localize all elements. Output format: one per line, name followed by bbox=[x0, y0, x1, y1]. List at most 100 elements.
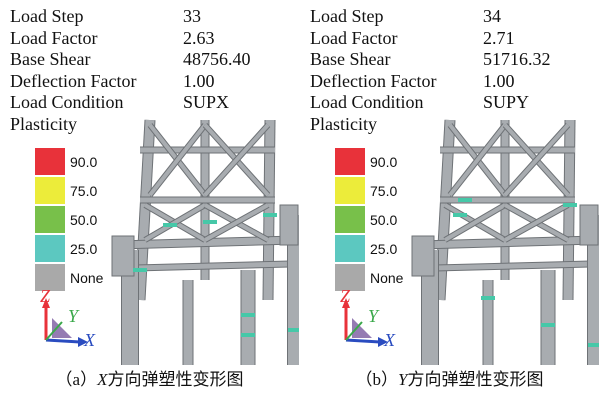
legend-item: 75.0 bbox=[35, 177, 105, 206]
legend-swatch bbox=[335, 235, 365, 262]
coordinate-axes-triad: Z Y X bbox=[36, 286, 106, 352]
axis-y-label: Y bbox=[368, 306, 379, 326]
pile-sleeve bbox=[279, 204, 299, 246]
legend-label: 75.0 bbox=[370, 183, 398, 199]
deflection-factor-label: Deflection Factor bbox=[310, 70, 437, 91]
legend-label: 25.0 bbox=[70, 241, 98, 257]
structure-render-y bbox=[411, 119, 599, 365]
plastic-hinge-mark bbox=[288, 328, 299, 332]
load-step-value: 33 bbox=[183, 6, 201, 26]
legend-item: 50.0 bbox=[335, 206, 405, 235]
legend-item: 75.0 bbox=[335, 177, 405, 206]
load-step-label: Load Step bbox=[10, 6, 84, 26]
axis-z-label: Z bbox=[340, 286, 351, 306]
legend-swatch bbox=[35, 235, 65, 262]
legend-swatch bbox=[335, 177, 365, 204]
legend-label: 75.0 bbox=[70, 183, 98, 199]
caption-prefix: （b） bbox=[355, 370, 399, 389]
horizontal-beam bbox=[134, 261, 291, 271]
legend-item: None bbox=[335, 264, 405, 293]
coordinate-axes-triad: Z Y X bbox=[336, 286, 406, 352]
plastic-hinge-mark bbox=[458, 198, 472, 202]
load-factor-label: Load Factor bbox=[310, 27, 398, 48]
legend-item: 50.0 bbox=[35, 206, 105, 235]
plastic-hinge-mark bbox=[241, 333, 255, 337]
plasticity-label: Plasticity bbox=[310, 114, 377, 134]
axes-arrows-icon bbox=[342, 298, 388, 347]
legend-label: 50.0 bbox=[370, 212, 398, 228]
legend-swatch bbox=[35, 148, 65, 175]
load-condition-value: SUPY bbox=[483, 92, 530, 112]
base-shear-value: 48756.40 bbox=[183, 49, 251, 69]
legend-item: 90.0 bbox=[335, 148, 405, 177]
diagonal-brace bbox=[203, 123, 270, 197]
load-condition-label: Load Condition bbox=[10, 92, 124, 112]
legend-swatch bbox=[335, 148, 365, 175]
diagonal-brace bbox=[204, 203, 269, 242]
structure-render-x bbox=[111, 119, 299, 365]
plasticity-label: Plasticity bbox=[10, 114, 77, 134]
base-shear-value: 51716.32 bbox=[483, 49, 551, 69]
plastic-hinge-mark bbox=[453, 213, 467, 217]
load-condition-label: Load Condition bbox=[310, 92, 424, 112]
pile-sleeve bbox=[111, 235, 135, 277]
panel-x-direction: Load Step 33 Load Factor 2.63 Base Shear 48… bbox=[0, 0, 299, 393]
pile-sleeve bbox=[579, 204, 599, 246]
diagonal-brace bbox=[443, 203, 507, 242]
legend-label: 90.0 bbox=[70, 154, 98, 170]
legend-item: 25.0 bbox=[335, 235, 405, 264]
legend-swatch bbox=[335, 206, 365, 233]
legend-label: None bbox=[370, 270, 404, 286]
diagonal-brace bbox=[504, 203, 569, 242]
caption-axis: Y bbox=[398, 370, 408, 389]
load-step-label: Load Step bbox=[310, 6, 384, 26]
plastic-hinge-mark bbox=[133, 268, 147, 272]
legend-item: 90.0 bbox=[35, 148, 105, 177]
legend-swatch bbox=[35, 177, 65, 204]
plastic-hinge-mark bbox=[588, 343, 599, 347]
axes-arrows-icon bbox=[42, 298, 88, 347]
caption-prefix: （a） bbox=[55, 370, 98, 389]
plastic-hinge-mark bbox=[541, 323, 555, 327]
plastic-hinge-mark bbox=[163, 223, 177, 227]
legend-swatch bbox=[35, 206, 65, 233]
load-factor-value: 2.63 bbox=[183, 27, 215, 48]
diagonal-brace bbox=[148, 123, 207, 197]
base-shear-label: Base Shear bbox=[10, 49, 91, 69]
legend-label: 25.0 bbox=[370, 241, 398, 257]
plastic-hinge-mark bbox=[263, 213, 277, 217]
deflection-factor-value: 1.00 bbox=[183, 70, 215, 91]
load-factor-label: Load Factor bbox=[10, 27, 98, 48]
legend-label: 50.0 bbox=[70, 212, 98, 228]
axis-z-label: Z bbox=[40, 286, 51, 306]
legend-label: 90.0 bbox=[370, 154, 398, 170]
diagonal-brace bbox=[503, 123, 570, 197]
axis-x-label: X bbox=[384, 330, 395, 350]
horizontal-beam bbox=[434, 261, 591, 271]
diagonal-brace bbox=[143, 203, 207, 242]
legend-item: None bbox=[35, 264, 105, 293]
deflection-factor-label: Deflection Factor bbox=[10, 70, 137, 91]
legend-label: None bbox=[70, 270, 104, 286]
caption-text: 方向弹塑性变形图 bbox=[407, 370, 544, 389]
figure-caption-b: （b）Y方向弹塑性变形图 bbox=[300, 365, 599, 390]
panel-y-direction: Load Step 34 Load Factor 2.71 Base Shear 51… bbox=[300, 0, 599, 393]
load-step-value: 34 bbox=[483, 6, 501, 26]
diagonal-brace bbox=[448, 123, 507, 197]
caption-axis: X bbox=[97, 370, 108, 389]
base-shear-label: Base Shear bbox=[310, 49, 391, 69]
caption-text: 方向弹塑性变形图 bbox=[107, 370, 244, 389]
axis-x-label: X bbox=[84, 330, 95, 350]
legend-swatch bbox=[35, 264, 65, 291]
plastic-hinge-mark bbox=[241, 313, 255, 317]
pile-sleeve bbox=[411, 235, 435, 277]
axis-y-label: Y bbox=[68, 306, 79, 326]
legend-item: 25.0 bbox=[35, 235, 105, 264]
figure-caption-a: （a）X方向弹塑性变形图 bbox=[0, 365, 299, 390]
plastic-hinge-mark bbox=[481, 296, 495, 300]
load-condition-value: SUPX bbox=[183, 92, 230, 112]
plastic-hinge-mark bbox=[563, 203, 577, 207]
plastic-hinge-mark bbox=[203, 220, 217, 224]
plasticity-legend: 90.0 75.0 50.0 25.0 None bbox=[335, 148, 405, 293]
deflection-factor-value: 1.00 bbox=[483, 70, 515, 91]
